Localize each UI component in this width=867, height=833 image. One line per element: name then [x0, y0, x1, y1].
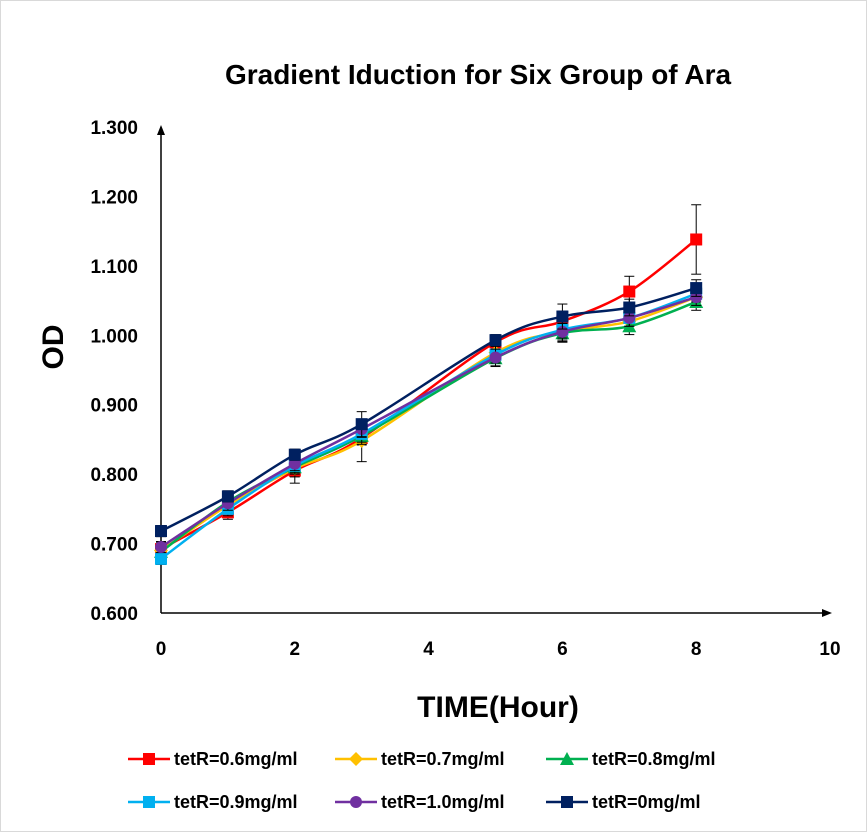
- x-axis-title: TIME(Hour): [417, 691, 579, 724]
- data-point-triangle: [560, 752, 574, 765]
- x-tick-label: 2: [290, 639, 301, 660]
- series-line: [160, 295, 697, 549]
- data-point-square: [623, 285, 636, 298]
- legend-label: tetR=0.7mg/ml: [381, 749, 505, 769]
- chart-title: Gradient Iduction for Six Group of Ara: [225, 59, 732, 90]
- data-point-diamond: [349, 752, 363, 766]
- data-point-circle: [489, 351, 502, 364]
- legend-label: tetR=0mg/ml: [592, 792, 701, 812]
- data-point-square: [355, 418, 368, 431]
- legend-label: tetR=1.0mg/ml: [381, 792, 505, 812]
- data-point-square: [690, 233, 703, 246]
- data-point-circle: [155, 541, 167, 554]
- y-axis-title: OD: [37, 325, 70, 370]
- y-tick-label: 0.800: [90, 465, 138, 486]
- y-tick-label: 1.000: [90, 326, 138, 347]
- data-point-circle: [690, 291, 703, 304]
- x-tick-label: 10: [819, 639, 840, 660]
- data-point-square: [690, 282, 703, 295]
- x-tick-label: 6: [557, 639, 568, 660]
- data-point-square: [489, 334, 502, 347]
- series-line: [160, 292, 697, 560]
- legend-label: tetR=0.6mg/ml: [174, 749, 298, 769]
- legend-item: tetR=0.6mg/ml: [128, 749, 298, 769]
- data-point-square: [561, 796, 573, 808]
- y-tick-label: 1.100: [90, 257, 138, 278]
- legend-item: tetR=1.0mg/ml: [335, 792, 505, 812]
- x-tick-label: 4: [423, 639, 434, 660]
- data-point-circle: [623, 311, 636, 324]
- data-point-square: [288, 448, 301, 461]
- data-point-square: [221, 490, 234, 503]
- x-tick-label: 0: [156, 639, 167, 660]
- series-tetr-0-7mg-ml: [154, 288, 704, 558]
- legend-item: tetR=0mg/ml: [546, 792, 701, 812]
- y-tick-labels: 0.600 0.700 0.800 0.900 1.000 1.100 1.200 1.300: [90, 118, 138, 625]
- series-line: [160, 286, 697, 533]
- data-point-square: [623, 301, 636, 314]
- data-point-circle: [350, 796, 362, 808]
- data-point-square: [556, 310, 569, 323]
- legend-item: tetR=0.7mg/ml: [335, 749, 505, 769]
- y-tick-label: 1.300: [90, 118, 138, 139]
- y-tick-label: 0.700: [90, 535, 138, 556]
- data-point-square: [143, 753, 155, 765]
- legend-item: tetR=0.9mg/ml: [128, 792, 298, 812]
- legend-label: tetR=0.9mg/ml: [174, 792, 298, 812]
- series-tetr-0-8mg-ml: [154, 293, 704, 558]
- series-layer: [154, 204, 704, 565]
- x-tick-labels: 0 2 4 6 8 10: [156, 639, 841, 660]
- axes: [157, 125, 832, 617]
- data-point-square: [155, 552, 167, 565]
- data-point-square: [143, 796, 155, 808]
- legend-label: tetR=0.8mg/ml: [592, 749, 716, 769]
- legend: tetR=0.6mg/ml tetR=0.7mg/ml tetR=0.8mg/ml t…: [128, 749, 716, 812]
- legend-item: tetR=0.8mg/ml: [546, 749, 716, 769]
- series-line: [160, 295, 697, 552]
- series-line: [160, 300, 697, 553]
- y-tick-label: 0.600: [90, 604, 138, 625]
- x-tick-label: 8: [691, 639, 702, 660]
- y-tick-label: 0.900: [90, 396, 138, 417]
- data-point-square: [155, 525, 167, 538]
- y-tick-label: 1.200: [90, 187, 138, 208]
- series-tetr-0mg-ml: [155, 279, 703, 538]
